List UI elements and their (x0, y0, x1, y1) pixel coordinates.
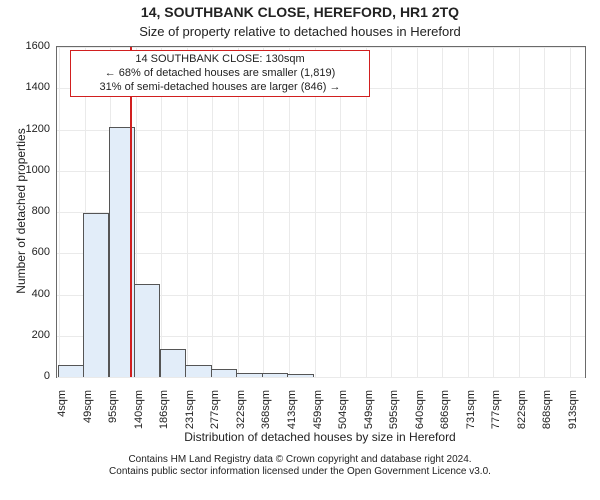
gridline-vertical (417, 47, 418, 377)
x-tick-label: 686sqm (439, 390, 451, 438)
gridline-vertical (544, 47, 545, 377)
histogram-bar (236, 373, 262, 377)
x-tick-label: 322sqm (235, 390, 247, 438)
annotation-box: 14 SOUTHBANK CLOSE: 130sqm← 68% of detac… (70, 50, 370, 97)
x-tick-label: 868sqm (541, 390, 553, 438)
annotation-line: 31% of semi-detached houses are larger (… (75, 81, 365, 95)
x-tick-label: 504sqm (337, 390, 349, 438)
footer-line-1: Contains HM Land Registry data © Crown c… (0, 454, 600, 466)
histogram-bar (160, 349, 186, 377)
gridline-vertical (391, 47, 392, 377)
x-tick-label: 459sqm (312, 390, 324, 438)
histogram-bar (83, 213, 109, 377)
y-tick-label: 400 (12, 288, 50, 300)
histogram-bar (211, 369, 237, 377)
x-tick-label: 95sqm (107, 390, 119, 438)
y-tick-label: 0 (12, 370, 50, 382)
chart-container: 14, SOUTHBANK CLOSE, HEREFORD, HR1 2TQ S… (0, 0, 600, 500)
chart-title: 14, SOUTHBANK CLOSE, HEREFORD, HR1 2TQ (0, 4, 600, 20)
gridline-vertical (468, 47, 469, 377)
y-tick-label: 200 (12, 329, 50, 341)
histogram-bar (287, 374, 313, 377)
x-tick-label: 413sqm (286, 390, 298, 438)
x-tick-label: 822sqm (516, 390, 528, 438)
y-tick-label: 600 (12, 246, 50, 258)
y-tick-label: 1200 (12, 123, 50, 135)
y-tick-label: 1600 (12, 40, 50, 52)
x-tick-label: 140sqm (133, 390, 145, 438)
gridline-vertical (570, 47, 571, 377)
annotation-line: ← 68% of detached houses are smaller (1,… (75, 67, 365, 81)
gridline-vertical (59, 47, 60, 377)
x-tick-label: 4sqm (56, 390, 68, 438)
histogram-bar (185, 365, 211, 377)
x-tick-label: 368sqm (260, 390, 272, 438)
gridline-vertical (519, 47, 520, 377)
y-tick-label: 1400 (12, 81, 50, 93)
gridline-horizontal (57, 377, 585, 378)
x-tick-label: 186sqm (158, 390, 170, 438)
gridline-vertical (493, 47, 494, 377)
annotation-line: 14 SOUTHBANK CLOSE: 130sqm (75, 53, 365, 67)
x-tick-label: 777sqm (490, 390, 502, 438)
gridline-vertical (442, 47, 443, 377)
chart-footer: Contains HM Land Registry data © Crown c… (0, 454, 600, 478)
x-tick-label: 549sqm (363, 390, 375, 438)
x-tick-label: 277sqm (209, 390, 221, 438)
histogram-bar (262, 373, 288, 377)
x-tick-label: 231sqm (184, 390, 196, 438)
chart-subtitle: Size of property relative to detached ho… (0, 24, 600, 39)
footer-line-2: Contains public sector information licen… (0, 466, 600, 478)
x-tick-label: 49sqm (82, 390, 94, 438)
y-tick-label: 1000 (12, 164, 50, 176)
histogram-bar (134, 284, 160, 377)
x-tick-label: 595sqm (388, 390, 400, 438)
histogram-bar (58, 365, 84, 377)
x-tick-label: 913sqm (567, 390, 579, 438)
x-tick-label: 731sqm (465, 390, 477, 438)
x-tick-label: 640sqm (414, 390, 426, 438)
y-tick-label: 800 (12, 205, 50, 217)
